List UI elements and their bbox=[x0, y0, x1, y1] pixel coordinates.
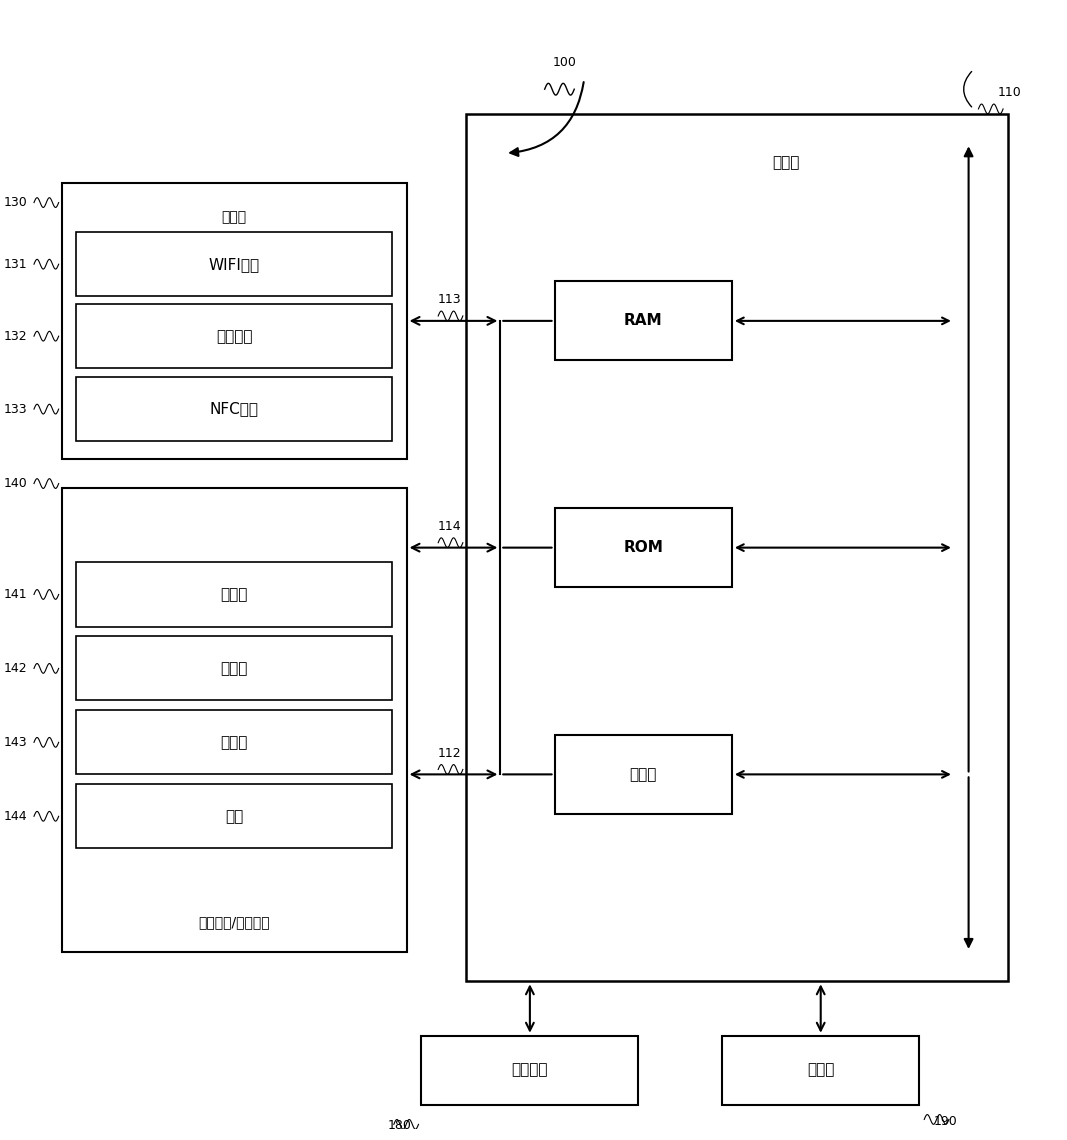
Text: 传感器: 传感器 bbox=[221, 735, 248, 750]
Text: ROM: ROM bbox=[623, 540, 664, 555]
Text: 133: 133 bbox=[3, 402, 27, 416]
Text: 通信器: 通信器 bbox=[222, 211, 246, 225]
Text: 按键: 按键 bbox=[225, 808, 243, 824]
FancyBboxPatch shape bbox=[555, 282, 732, 360]
Text: WIFI模块: WIFI模块 bbox=[208, 256, 259, 271]
Text: 处理器: 处理器 bbox=[630, 767, 657, 782]
FancyBboxPatch shape bbox=[555, 735, 732, 814]
FancyBboxPatch shape bbox=[77, 562, 392, 627]
Text: 141: 141 bbox=[3, 588, 27, 601]
FancyBboxPatch shape bbox=[77, 377, 392, 441]
Text: 控制器: 控制器 bbox=[773, 156, 800, 171]
Text: 麦克风: 麦克风 bbox=[221, 587, 248, 602]
Text: 113: 113 bbox=[437, 293, 461, 307]
Text: 114: 114 bbox=[437, 520, 461, 532]
Text: 存储器: 存储器 bbox=[807, 1062, 834, 1077]
FancyBboxPatch shape bbox=[77, 710, 392, 774]
Text: 蔚牙模块: 蔚牙模块 bbox=[216, 328, 253, 343]
Text: 132: 132 bbox=[3, 329, 27, 343]
FancyBboxPatch shape bbox=[722, 1035, 920, 1105]
FancyBboxPatch shape bbox=[77, 233, 392, 296]
Text: 180: 180 bbox=[387, 1119, 412, 1132]
Text: 140: 140 bbox=[3, 477, 27, 490]
Text: 142: 142 bbox=[3, 662, 27, 675]
Text: 112: 112 bbox=[437, 747, 461, 759]
FancyBboxPatch shape bbox=[555, 508, 732, 587]
FancyBboxPatch shape bbox=[466, 114, 1008, 982]
FancyBboxPatch shape bbox=[77, 784, 392, 848]
Text: 用户输入/输出接口: 用户输入/输出接口 bbox=[198, 915, 270, 929]
Text: 130: 130 bbox=[3, 196, 27, 209]
Text: 100: 100 bbox=[553, 57, 576, 70]
Text: NFC模块: NFC模块 bbox=[209, 401, 258, 416]
Text: 143: 143 bbox=[3, 735, 27, 749]
FancyBboxPatch shape bbox=[62, 488, 407, 952]
Text: 110: 110 bbox=[998, 86, 1022, 99]
Text: 144: 144 bbox=[3, 809, 27, 823]
Text: 190: 190 bbox=[934, 1115, 958, 1127]
Text: 供电电源: 供电电源 bbox=[512, 1062, 548, 1077]
FancyBboxPatch shape bbox=[421, 1035, 638, 1105]
FancyBboxPatch shape bbox=[62, 182, 407, 459]
Text: 触摸板: 触摸板 bbox=[221, 661, 248, 676]
Text: RAM: RAM bbox=[624, 314, 663, 328]
FancyBboxPatch shape bbox=[77, 304, 392, 368]
FancyBboxPatch shape bbox=[77, 636, 392, 700]
Text: 131: 131 bbox=[3, 258, 27, 270]
